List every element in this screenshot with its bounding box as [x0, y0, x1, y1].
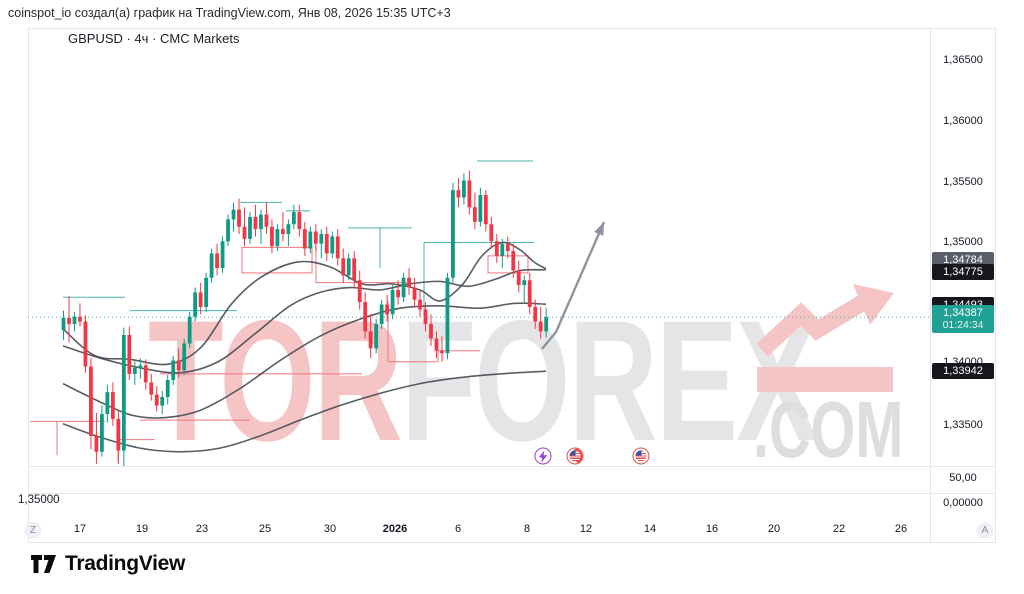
- projection-arrow: [541, 221, 606, 350]
- pane-separator[interactable]: [28, 466, 996, 467]
- projection-arrow-head: [594, 222, 604, 236]
- price-axis-separator: [930, 28, 931, 543]
- time-tick-label: 20: [767, 523, 781, 535]
- time-tick-label: 14: [643, 523, 657, 535]
- price-axis-label: 1,35500: [943, 176, 983, 188]
- watermark-com: .COM: [753, 385, 904, 474]
- level-lines-teal: [63, 160, 534, 318]
- price-axis-label: 1,36500: [943, 54, 983, 66]
- time-axis-end-marker: A: [976, 522, 994, 539]
- watermark-arrow-icon: [756, 284, 894, 357]
- moving-average-line: [62, 302, 547, 419]
- pane-separator[interactable]: [28, 493, 996, 494]
- watermark-forex: FOREX: [400, 285, 819, 477]
- time-tick-label: 2026: [382, 523, 408, 535]
- time-tick-label: 30: [323, 523, 337, 535]
- watermark-bar: [757, 367, 893, 392]
- tradingview-logo[interactable]: TradingView: [30, 552, 185, 576]
- time-tick-label: 8: [523, 523, 531, 535]
- current-price-badge: 1,34387 01:24:34: [932, 305, 994, 333]
- lightning-event-icon[interactable]: [534, 447, 552, 465]
- us-flag-event-icon[interactable]: [632, 447, 650, 465]
- price-axis-label: 1,33500: [943, 419, 983, 431]
- moving-averages: [62, 241, 547, 453]
- time-tick-label: 22: [832, 523, 846, 535]
- ma-price-badge: 1,33942: [932, 363, 994, 379]
- candles: [61, 170, 549, 466]
- pane-left-price-label: 1,35000: [18, 494, 60, 506]
- tradingview-logo-icon: [31, 555, 56, 573]
- moving-average-line: [62, 370, 547, 453]
- torforex-watermark: TORFOREX: [148, 295, 819, 467]
- time-tick-label: 12: [579, 523, 593, 535]
- us-flag-icon: [635, 450, 647, 462]
- time-tick-label: 19: [135, 523, 149, 535]
- indicator-value-label: 0,00000: [943, 497, 983, 509]
- price-axis-label: 1,36000: [943, 115, 983, 127]
- time-tick-label: 26: [894, 523, 908, 535]
- time-axis-start-marker: Z: [24, 522, 42, 539]
- moving-average-line: [62, 241, 547, 366]
- chart-pane[interactable]: [28, 28, 930, 466]
- time-tick-label: 6: [454, 523, 462, 535]
- us-flag-event-icon[interactable]: [566, 447, 584, 465]
- rsi-value-label: 50,00: [949, 472, 977, 484]
- tradingview-logo-text: TradingView: [65, 552, 186, 575]
- moving-average-line: [62, 268, 547, 374]
- time-tick-label: 17: [73, 523, 87, 535]
- time-tick-label: 23: [195, 523, 209, 535]
- time-tick-label: 16: [705, 523, 719, 535]
- time-tick-label: 25: [258, 523, 272, 535]
- attribution-text: coinspot_io создал(а) график на TradingV…: [8, 6, 451, 20]
- ma-price-badge: 1,34775: [932, 264, 994, 280]
- symbol-title: GBPUSD · 4ч · CMC Markets: [68, 31, 240, 46]
- chart-widget: [28, 28, 996, 543]
- us-flag-icon: [569, 450, 581, 462]
- price-axis-label: 1,35000: [943, 236, 983, 248]
